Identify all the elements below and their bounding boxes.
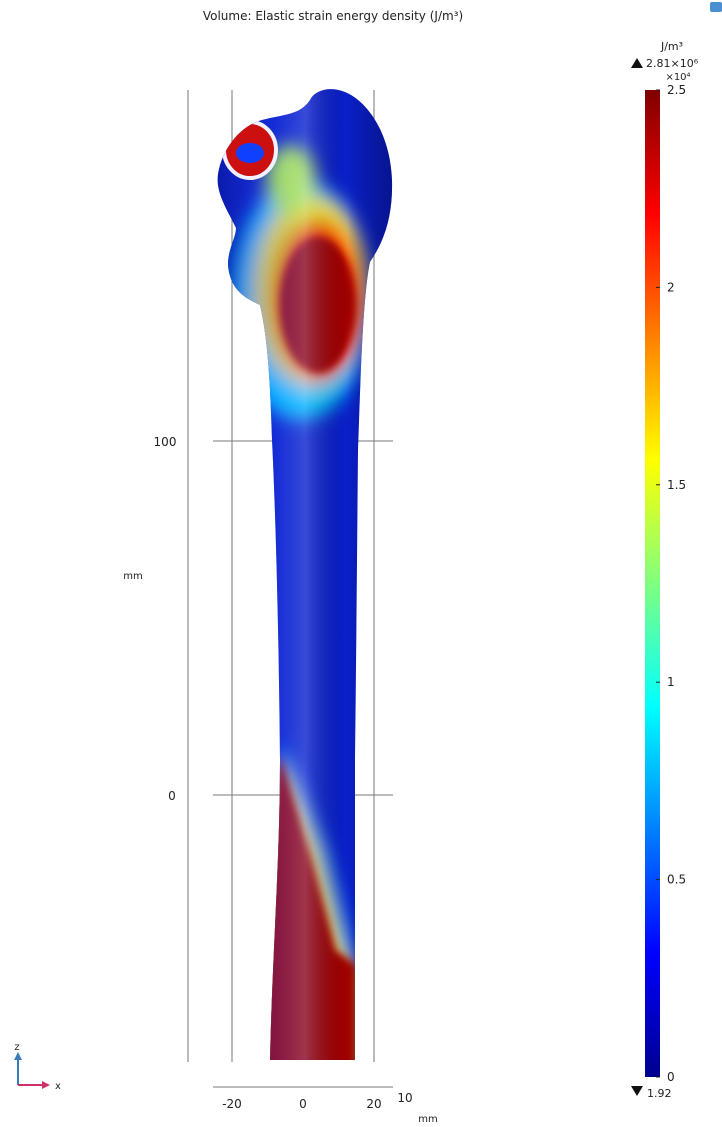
axis-triad: z x: [14, 1042, 61, 1092]
title: Volume: Elastic strain energy density (J…: [203, 9, 463, 23]
x-tick-label: 20: [366, 1097, 381, 1111]
colorbar-multiplier: ×10⁴: [665, 72, 690, 83]
z-tick-label: 0: [168, 789, 176, 803]
colorbar: J/m³ 2.81×10⁶ ×10⁴ 1.92: [631, 40, 699, 1100]
z-unit: mm: [123, 571, 142, 582]
x-tick-label: -20: [222, 1097, 242, 1111]
colorbar-tick-label: 2.5: [667, 83, 686, 97]
z-tick-label: 100: [154, 435, 177, 449]
triad-x: x: [55, 1081, 61, 1092]
colorbar-tick-label: 0: [667, 1070, 675, 1084]
colorbar-min: 1.92: [647, 1087, 672, 1100]
colorbar-max: 2.81×10⁶: [646, 57, 699, 70]
colorbar-unit: J/m³: [660, 40, 683, 53]
colorbar-tick-label: 0.5: [667, 873, 686, 887]
toolbar-icon[interactable]: [710, 2, 722, 12]
x-tick-label: 0: [299, 1097, 307, 1111]
colorbar-tick-label: 1.5: [667, 478, 686, 492]
colorbar-tick-label: 2: [667, 280, 675, 294]
x-unit: mm: [418, 1114, 437, 1125]
x-tick-label: 10: [397, 1091, 412, 1105]
triad-z: z: [14, 1042, 19, 1053]
colorbar-tick-label: 1: [667, 675, 675, 689]
